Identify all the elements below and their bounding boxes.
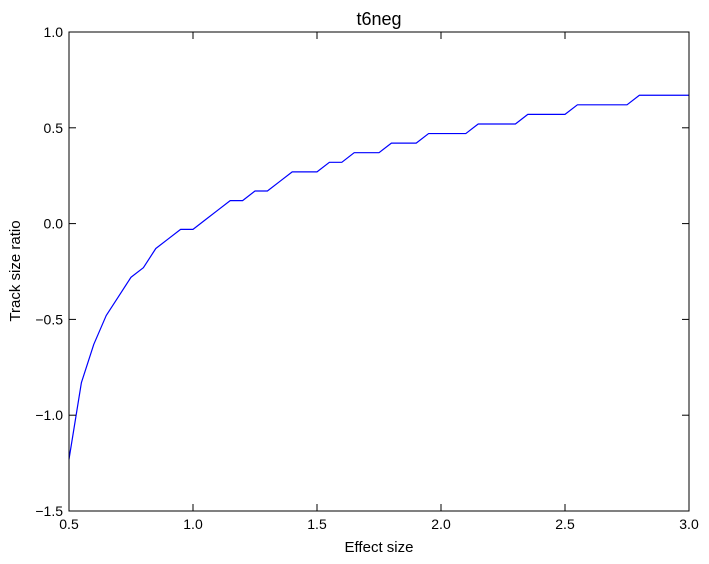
x-tick-label: 2.0 [431, 516, 451, 532]
y-tick-label: −0.5 [35, 311, 63, 327]
x-tick-label: 3.0 [679, 516, 699, 532]
y-axis-label: Track size ratio [7, 220, 24, 321]
series-line-0 [68, 94, 689, 460]
y-tick-label: 0.0 [44, 216, 64, 232]
x-axis-label: Effect size [345, 539, 414, 556]
x-tick-label: 1.0 [183, 516, 203, 532]
chart-title: t6neg [356, 9, 401, 29]
x-tick-label: 1.5 [307, 516, 327, 532]
y-tick-label: 0.5 [44, 120, 64, 136]
y-tick-label: −1.5 [35, 503, 63, 519]
x-tick-label: 2.5 [555, 516, 575, 532]
x-tick-label: 0.5 [59, 516, 79, 532]
y-tick-label: 1.0 [44, 24, 64, 40]
y-tick-label: −1.0 [35, 407, 63, 423]
plot-area: 0.5 1.0 1.5 2.0 2.5 3.0 −1.5 −1.0 −0.5 0.0 0.5 1.0 [35, 24, 699, 532]
plot-frame [68, 31, 690, 512]
